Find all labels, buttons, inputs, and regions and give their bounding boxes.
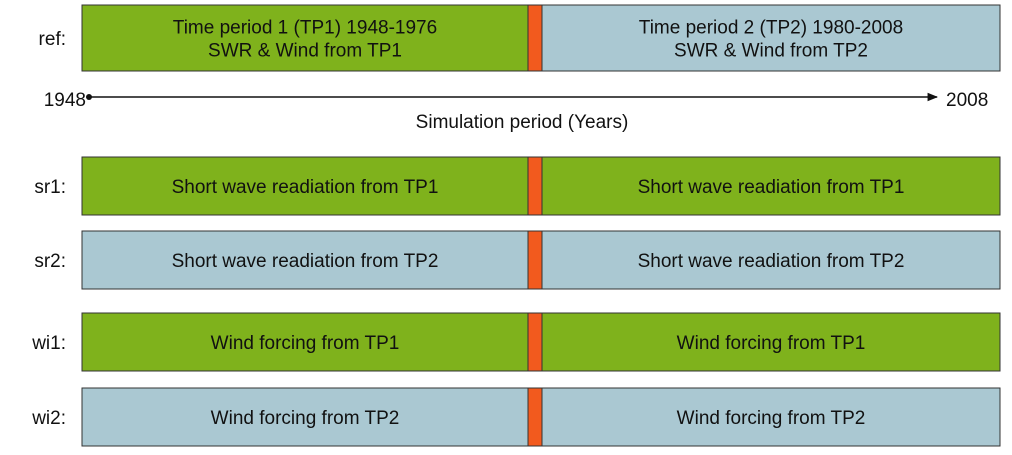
row-label: ref: — [39, 29, 66, 50]
gap-strip — [527, 387, 543, 447]
row-label: sr2: — [34, 251, 66, 272]
gap-strip — [527, 156, 543, 216]
period-box — [81, 156, 529, 216]
period-box — [541, 230, 1001, 290]
period-box — [541, 4, 1001, 72]
row-label: wi2: — [31, 408, 66, 429]
box-text: SWR & Wind from TP1 — [208, 41, 402, 62]
gap-strip — [527, 230, 543, 290]
gap-strip — [527, 4, 543, 72]
timeline-start-dot — [86, 94, 92, 100]
gap-strip — [527, 312, 543, 372]
box-text: Wind forcing from TP2 — [677, 408, 866, 429]
box-text: Time period 2 (TP2) 1980-2008 — [639, 18, 903, 39]
row-label: sr1: — [34, 177, 66, 198]
period-box — [541, 312, 1001, 372]
box-text: Short wave readiation from TP2 — [638, 251, 905, 272]
box-text: Short wave readiation from TP1 — [172, 177, 439, 198]
axis-end: 2008 — [946, 90, 988, 111]
box-text: Wind forcing from TP1 — [677, 333, 866, 354]
box-text: Short wave readiation from TP2 — [172, 251, 439, 272]
period-box — [541, 387, 1001, 447]
box-text: Wind forcing from TP1 — [211, 333, 400, 354]
period-box — [81, 4, 529, 72]
box-text: Time period 1 (TP1) 1948-1976 — [173, 18, 437, 39]
row-label: wi1: — [31, 333, 66, 354]
axis-start: 1948 — [44, 90, 86, 111]
axis-label: Simulation period (Years) — [416, 112, 629, 133]
box-text: Wind forcing from TP2 — [211, 408, 400, 429]
period-box — [81, 387, 529, 447]
period-box — [541, 156, 1001, 216]
box-text: Short wave readiation from TP1 — [638, 177, 905, 198]
box-text: SWR & Wind from TP2 — [674, 41, 868, 62]
